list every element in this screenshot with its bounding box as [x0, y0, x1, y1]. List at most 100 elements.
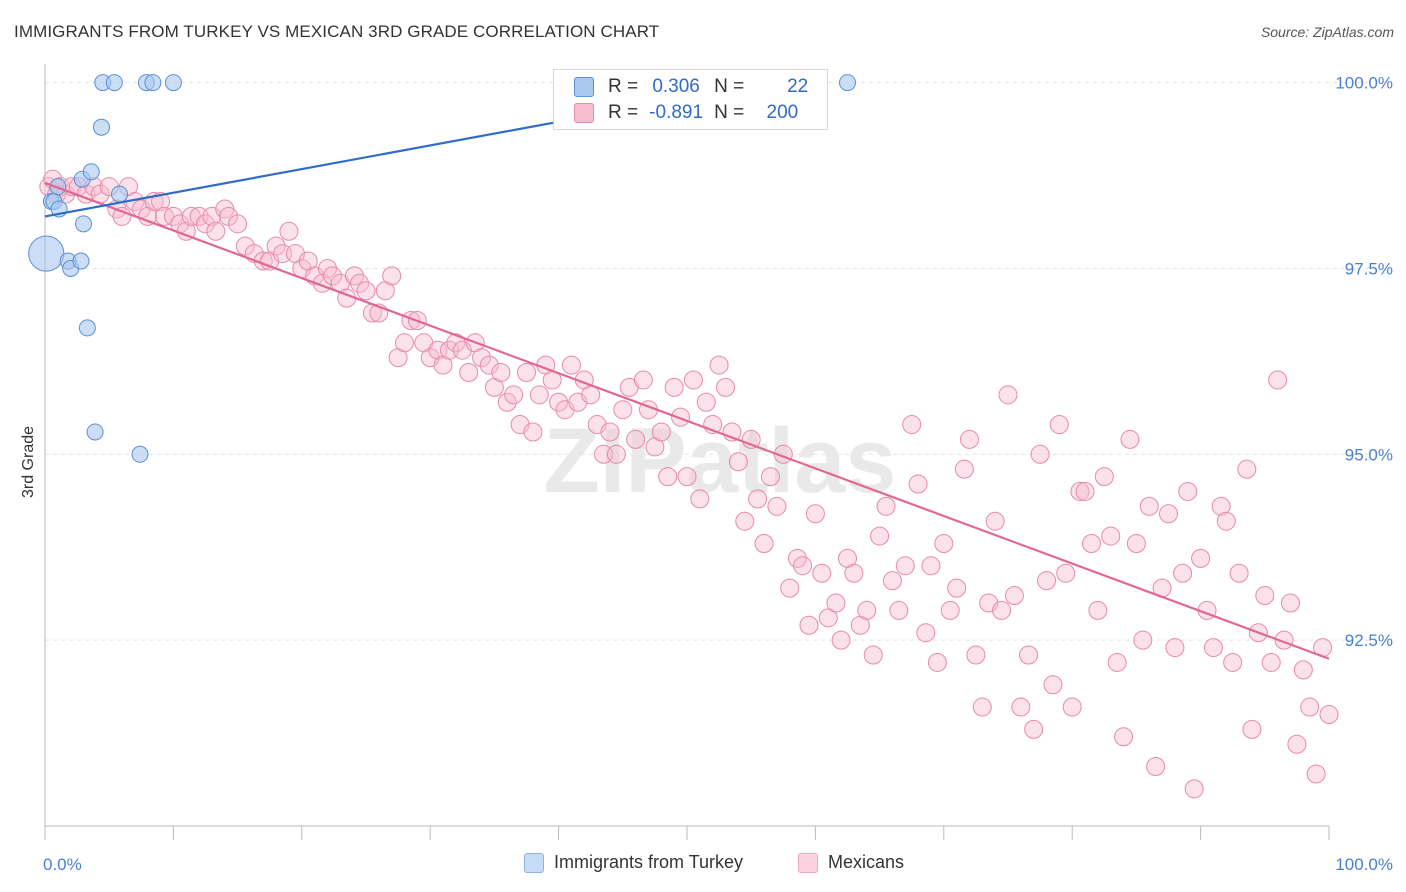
- point-mexican: [504, 385, 524, 405]
- y-tick-label: 100.0%: [1335, 74, 1393, 93]
- point-mexican: [966, 645, 986, 665]
- point-mexican: [799, 615, 819, 635]
- point-mexican: [895, 556, 915, 576]
- r-value-turkey: 0.306: [652, 76, 700, 97]
- point-mexican: [882, 571, 902, 591]
- point-mexican: [356, 281, 376, 301]
- point-mexican: [1075, 481, 1095, 501]
- point-mexican: [1211, 496, 1231, 516]
- legend-swatch-mexicans: [574, 103, 594, 123]
- point-mexican: [863, 645, 883, 665]
- point-mexican: [683, 370, 703, 390]
- point-turkey: [75, 215, 93, 233]
- bottom-legend: Immigrants from Turkey Mexicans: [0, 850, 1406, 880]
- correlation-legend: R = 0.306 N = 22 R = -0.891 N = 200: [553, 69, 828, 130]
- point-mexican: [266, 236, 286, 256]
- point-mexican: [613, 400, 633, 420]
- point-mexican: [1094, 467, 1114, 487]
- point-mexican: [677, 467, 697, 487]
- point-mexican: [1184, 779, 1204, 799]
- point-mexican: [876, 496, 896, 516]
- point-turkey: [82, 163, 100, 181]
- point-mexican: [805, 504, 825, 524]
- point-mexican: [1019, 645, 1039, 665]
- point-mexican: [1120, 429, 1140, 449]
- point-mexican: [651, 422, 671, 442]
- point-mexican: [1165, 638, 1185, 658]
- grid-lines: [45, 82, 1369, 641]
- point-mexican: [1242, 719, 1262, 739]
- point-mexican: [767, 496, 787, 516]
- legend-swatch-turkey: [524, 852, 544, 873]
- point-mexican: [870, 526, 890, 546]
- point-mexican: [279, 221, 299, 241]
- point-mexican: [1300, 697, 1320, 717]
- point-mexican: [1011, 697, 1031, 717]
- point-mexican: [947, 578, 967, 598]
- y-axis-label: 3rd Grade: [20, 426, 37, 498]
- point-mexican: [959, 429, 979, 449]
- point-mexican: [1237, 459, 1257, 479]
- point-mexican: [902, 415, 922, 435]
- tick-labels: 100.0% 97.5% 95.0% 92.5% 0.0% 100.0%: [43, 74, 1393, 874]
- point-mexican: [1159, 504, 1178, 524]
- series-mexicans: [39, 169, 1339, 799]
- point-mexican: [940, 600, 960, 620]
- point-turkey: [86, 423, 104, 441]
- point-mexican: [549, 392, 569, 412]
- point-mexican: [479, 355, 499, 375]
- point-turkey: [144, 74, 162, 92]
- point-mexican: [626, 429, 646, 449]
- point-mexican: [1306, 764, 1326, 784]
- point-mexican: [1203, 638, 1223, 658]
- legend-row-mexicans: R = -0.891 N = 200: [574, 101, 798, 125]
- point-mexican: [671, 407, 691, 427]
- point-mexican: [1049, 415, 1069, 435]
- point-mexican: [716, 377, 736, 397]
- point-mexican: [1114, 727, 1134, 747]
- point-mexican: [1062, 697, 1082, 717]
- point-turkey: [131, 445, 149, 463]
- legend-swatch-mexicans: [798, 852, 818, 873]
- point-mexican: [1191, 548, 1211, 568]
- y-tick-label: 92.5%: [1345, 631, 1393, 650]
- point-mexican: [1287, 734, 1307, 754]
- n-value-mexicans: 200: [766, 102, 799, 123]
- point-mexican: [1081, 534, 1101, 554]
- point-mexican: [793, 556, 813, 576]
- y-tick-label: 95.0%: [1345, 445, 1393, 464]
- legend-item-turkey: Immigrants from Turkey: [524, 852, 743, 873]
- point-mexican: [1004, 586, 1024, 606]
- r-label: R =: [608, 102, 639, 123]
- point-mexican: [1139, 496, 1159, 516]
- point-mexican: [1268, 370, 1288, 390]
- r-label: R =: [608, 76, 639, 97]
- y-tick-label: 97.5%: [1345, 259, 1393, 278]
- point-mexican: [1319, 704, 1339, 724]
- point-mexican: [491, 363, 511, 383]
- point-mexican: [998, 385, 1018, 405]
- point-mexican: [1255, 586, 1275, 606]
- point-mexican: [1037, 571, 1057, 591]
- point-mexican: [728, 452, 748, 472]
- point-mexican: [112, 206, 132, 226]
- point-mexican: [780, 578, 800, 598]
- point-mexican: [889, 600, 909, 620]
- point-mexican: [228, 214, 248, 234]
- point-mexican: [1229, 563, 1249, 583]
- point-turkey: [164, 74, 182, 92]
- point-mexican: [1043, 675, 1063, 695]
- point-mexican: [735, 511, 755, 531]
- x-tick-label: 100.0%: [1335, 855, 1393, 874]
- chart-source: Source: ZipAtlas.com: [1260, 24, 1394, 40]
- point-mexican: [1261, 652, 1281, 672]
- point-mexican: [972, 697, 992, 717]
- point-mexican: [428, 340, 448, 360]
- point-mexican: [954, 459, 974, 479]
- point-mexican: [1030, 444, 1050, 464]
- point-mexican: [818, 608, 838, 628]
- n-value-turkey: 22: [787, 76, 809, 97]
- point-mexican: [497, 392, 517, 412]
- point-mexican: [446, 333, 466, 353]
